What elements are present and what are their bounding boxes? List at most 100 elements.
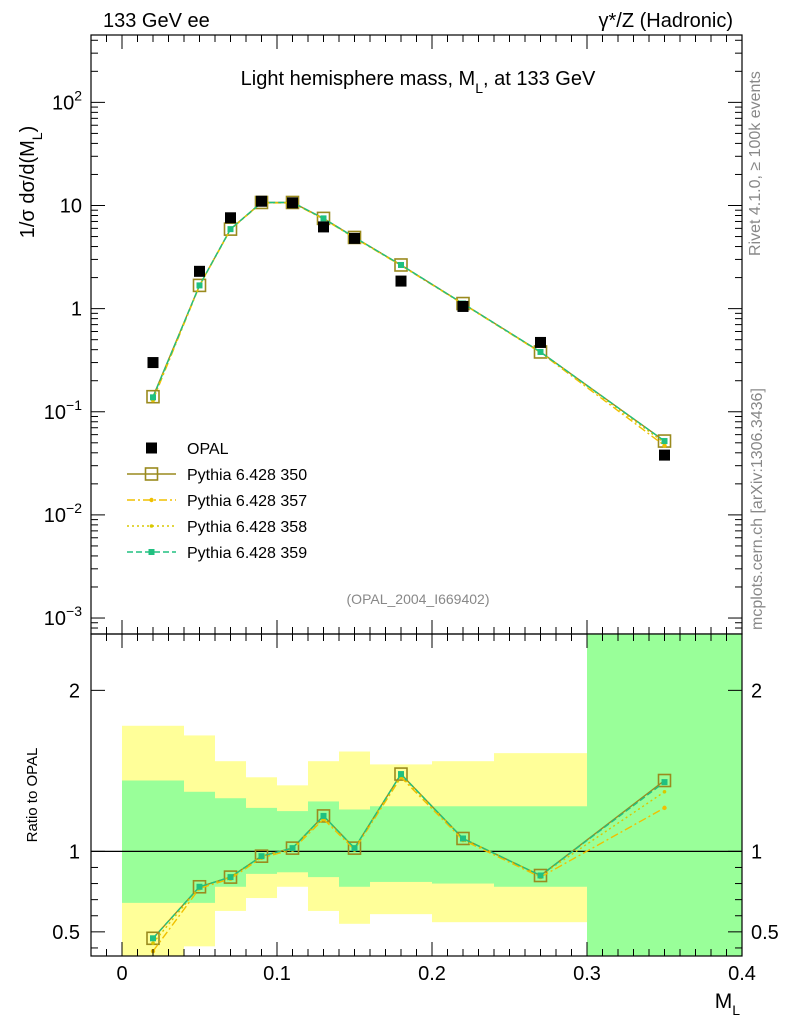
- opal-data-point: [318, 221, 329, 233]
- legend-label: Pythia 6.428 357: [187, 493, 307, 510]
- main-series-point: [150, 394, 156, 401]
- main-y-tick-exp: 2: [74, 87, 82, 103]
- header-right: γ*/Z (Hadronic): [599, 10, 733, 32]
- ratio-y-tick-label-right: 2: [751, 680, 762, 702]
- opal-data-point: [659, 449, 670, 461]
- ratio-series-point: [254, 849, 269, 863]
- main-series-line: [152, 202, 665, 447]
- main-y-tick-base: 10: [60, 195, 82, 217]
- main-plot-content: [146, 195, 672, 461]
- main-y-label-sub: L: [29, 132, 45, 140]
- ratio-series-point: [285, 841, 300, 855]
- uncertainty-band-green: [370, 806, 432, 882]
- x-axis-label-text: M: [715, 990, 733, 1013]
- main-y-tick-base: 10: [44, 402, 66, 424]
- main-series-point: [394, 258, 408, 272]
- ratio-y-label: Ratio to OPAL: [24, 748, 41, 843]
- ratio-series-point: [657, 773, 672, 788]
- main-y-tick-label: 10: [60, 195, 82, 217]
- ratio-series-point: [533, 868, 548, 883]
- ratio-series-line: [152, 772, 665, 939]
- main-series-1: [150, 200, 667, 448]
- x-tick-label: 0.3: [573, 963, 601, 985]
- main-series-point: [398, 261, 404, 268]
- x-tick-label: 0.1: [263, 963, 291, 985]
- x-tick-label: 0.4: [728, 963, 756, 985]
- ratio-panel: 0.5 0.5 1 1 2 2 0 0.1 0.2 0.3 0.4 Ratio to OPAL ML: [24, 633, 779, 1018]
- ratio-series-point: [316, 809, 331, 823]
- main-y-tick-label: 102: [52, 87, 82, 114]
- ratio-series-point: [537, 872, 544, 879]
- uncertainty-band-green: [122, 780, 184, 903]
- ratio-series-point: [661, 779, 668, 786]
- main-series-2: [151, 200, 667, 445]
- opal-data-point: [225, 212, 236, 224]
- x-tick-label: 0: [116, 963, 127, 985]
- uncertainty-band-green: [587, 634, 742, 956]
- rivet-version-label: Rivet 4.1.0, ≥ 100k events: [747, 71, 764, 256]
- main-title-text: Light hemisphere mass, M: [241, 68, 476, 90]
- ratio-series-3: [150, 771, 668, 942]
- main-y-tick-base: 10: [52, 92, 74, 114]
- opal-data-point: [349, 232, 360, 244]
- legend-label-opal: OPAL: [187, 441, 229, 458]
- main-series-0: [146, 195, 672, 448]
- mcplots-label: mcplots.cern.ch [arXiv:1306.3436]: [749, 388, 766, 630]
- ratio-series-point: [347, 841, 362, 855]
- main-series-point: [285, 195, 300, 210]
- ratio-series-point: [351, 845, 358, 852]
- opal-data-point: [256, 195, 267, 207]
- analysis-watermark: (OPAL_2004_I669402): [347, 591, 490, 607]
- ratio-series-point: [662, 789, 667, 794]
- opal-data: [147, 195, 670, 461]
- main-title-tail: , at 133 GeV: [483, 68, 596, 90]
- x-tick-label: 0.2: [418, 963, 446, 985]
- ratio-axes: 0.5 0.5 1 1 2 2 0 0.1 0.2 0.3 0.4: [52, 634, 779, 985]
- main-series-point: [146, 389, 160, 404]
- ratio-series-point: [398, 771, 404, 778]
- opal-data-point: [287, 197, 298, 209]
- main-series-point: [192, 278, 207, 293]
- ratio-y-tick-label-right: 0.5: [751, 922, 779, 944]
- legend-label: Pythia 6.428 358: [187, 519, 307, 536]
- main-title: Light hemisphere mass, ML, at 133 GeV: [241, 68, 596, 96]
- ratio-series-point: [258, 853, 265, 860]
- main-y-label: 1/σ dσ/d(ML): [17, 126, 45, 239]
- ratio-series-line: [152, 776, 665, 952]
- legend: OPAL Pythia 6.428 350 Pythia 6.428 357 Pyth…: [127, 441, 307, 562]
- main-y-tick-label: 10−1: [44, 397, 82, 424]
- ratio-series-point: [394, 767, 408, 781]
- opal-data-point: [194, 265, 205, 277]
- uncertainty-band-green: [215, 798, 246, 887]
- legend-label: Pythia 6.428 350: [187, 467, 307, 484]
- ratio-series-point: [320, 812, 327, 819]
- ratio-series-point: [662, 805, 667, 811]
- main-series-line: [152, 201, 665, 442]
- ratio-series-point: [460, 835, 466, 842]
- x-axis-label-sub: L: [732, 1002, 740, 1018]
- ratio-series-point: [456, 831, 470, 846]
- legend-marker: [149, 497, 154, 503]
- ratio-y-tick-label-left: 2: [69, 680, 80, 702]
- main-y-tick-exp: −1: [66, 397, 82, 413]
- header-left: 133 GeV ee: [103, 10, 210, 32]
- main-series-point: [662, 443, 667, 448]
- main-y-label-text: 1/σ dσ/d(M: [17, 140, 39, 238]
- main-y-tick-base: 1: [71, 299, 82, 321]
- main-series-line: [152, 202, 665, 444]
- main-y-label-tail: ): [17, 126, 39, 133]
- main-y-tick-exp: −2: [66, 500, 82, 516]
- ratio-series-point: [151, 941, 155, 945]
- legend-marker: [149, 524, 154, 528]
- opal-data-point: [535, 336, 546, 348]
- ratio-plot-content: [91, 634, 742, 956]
- main-title-sub: L: [475, 80, 483, 96]
- ratio-series-point: [223, 870, 238, 884]
- ratio-series-point: [289, 845, 296, 852]
- opal-data-point: [457, 300, 469, 312]
- x-axis-label: ML: [715, 990, 741, 1018]
- main-series-point: [661, 438, 668, 445]
- main-series-point: [537, 348, 544, 355]
